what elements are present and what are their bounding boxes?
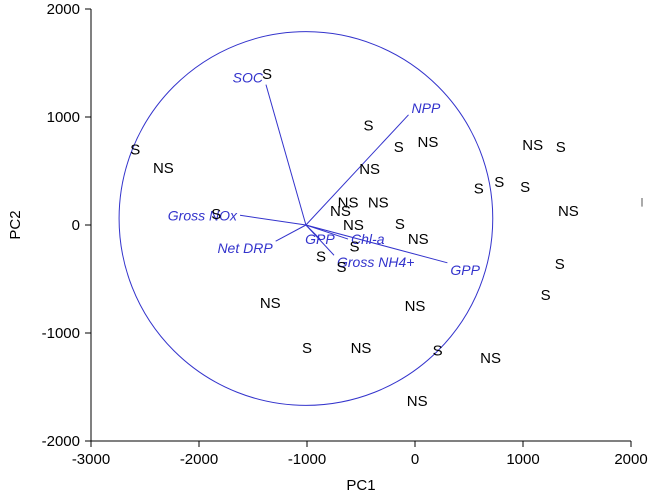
y-axis-label: PC2	[7, 210, 24, 239]
sample-point-label: S	[494, 174, 504, 191]
correlation-circle-layer	[118, 31, 494, 406]
loading-vector-line	[275, 224, 307, 242]
sample-point-label: S	[556, 139, 566, 156]
loading-vector-label: Gross NOx	[168, 207, 238, 223]
sample-point-label: S	[433, 342, 443, 359]
sample-point-label: S	[350, 239, 360, 256]
sample-point-label: S	[302, 340, 312, 357]
sample-point-label: S	[211, 206, 221, 223]
x-tick-label: -2000	[180, 451, 218, 468]
x-axis-label: PC1	[346, 477, 375, 494]
loading-vector-line	[305, 224, 349, 240]
sample-point-label: S	[474, 180, 484, 197]
sample-point-label: NS	[405, 298, 426, 315]
sample-point-label: S	[520, 179, 530, 196]
x-tick-label: -3000	[72, 451, 110, 468]
y-tick-label: -1000	[42, 325, 80, 342]
sample-point-label: NS	[359, 161, 380, 178]
y-tick-label: 0	[72, 217, 80, 234]
x-tick-label: 1000	[506, 451, 539, 468]
sample-point-label: NS	[368, 194, 389, 211]
sample-point-label: NS	[338, 194, 359, 211]
y-tick-label: 2000	[47, 1, 80, 18]
sample-point-label: S	[316, 248, 326, 265]
loading-vector-line	[305, 114, 409, 226]
loading-vector-label: Gross NH4+	[337, 254, 414, 270]
axes: -3000 -2000 -1000 0 1000 2000-2000-1000010002…	[42, 1, 648, 468]
sample-point-label: NS	[408, 231, 429, 248]
loading-vector-line	[265, 84, 307, 226]
x-tick-label: -1000	[288, 451, 326, 468]
sample-point-label: NS	[418, 134, 439, 151]
loading-vector-label: GPP	[305, 231, 335, 247]
correlation-circle	[118, 31, 494, 406]
sample-point-label: NS	[407, 393, 428, 410]
sample-point-label: S	[395, 216, 405, 233]
sample-point-label: S	[394, 139, 404, 156]
loading-vector-label: Net DRP	[217, 240, 273, 256]
sample-point-label: NS	[153, 160, 174, 177]
loading-vector-label: Chl-a	[351, 231, 385, 247]
sample-point-label: NS	[260, 295, 281, 312]
sample-point-label: NS	[330, 203, 351, 220]
loading-vector-label: SOC	[233, 70, 264, 86]
y-tick-label: 1000	[47, 109, 80, 126]
loading-vector-line	[305, 224, 448, 264]
sample-point-label: S	[555, 256, 565, 273]
sample-point-label: S	[337, 259, 347, 276]
sample-point-label: NS	[480, 350, 501, 367]
sample-point-label: NS	[522, 137, 543, 154]
loading-vector-label: NPP	[412, 100, 441, 116]
sample-point-label: NS	[558, 203, 579, 220]
loading-vector-label: GPP	[450, 262, 480, 278]
sample-point-label: S	[130, 141, 140, 158]
sample-point-label: S	[541, 287, 551, 304]
x-tick-label: 0	[411, 451, 419, 468]
sample-point-label: S	[262, 66, 272, 83]
sample-point-label: S	[364, 118, 374, 135]
sample-point-label: NS	[343, 217, 364, 234]
sample-point-label: NS	[351, 340, 372, 357]
loading-vector-line	[239, 214, 306, 226]
x-tick-label: 2000	[614, 451, 647, 468]
loading-vector-line	[305, 224, 335, 256]
y-tick-label: -2000	[42, 433, 80, 450]
